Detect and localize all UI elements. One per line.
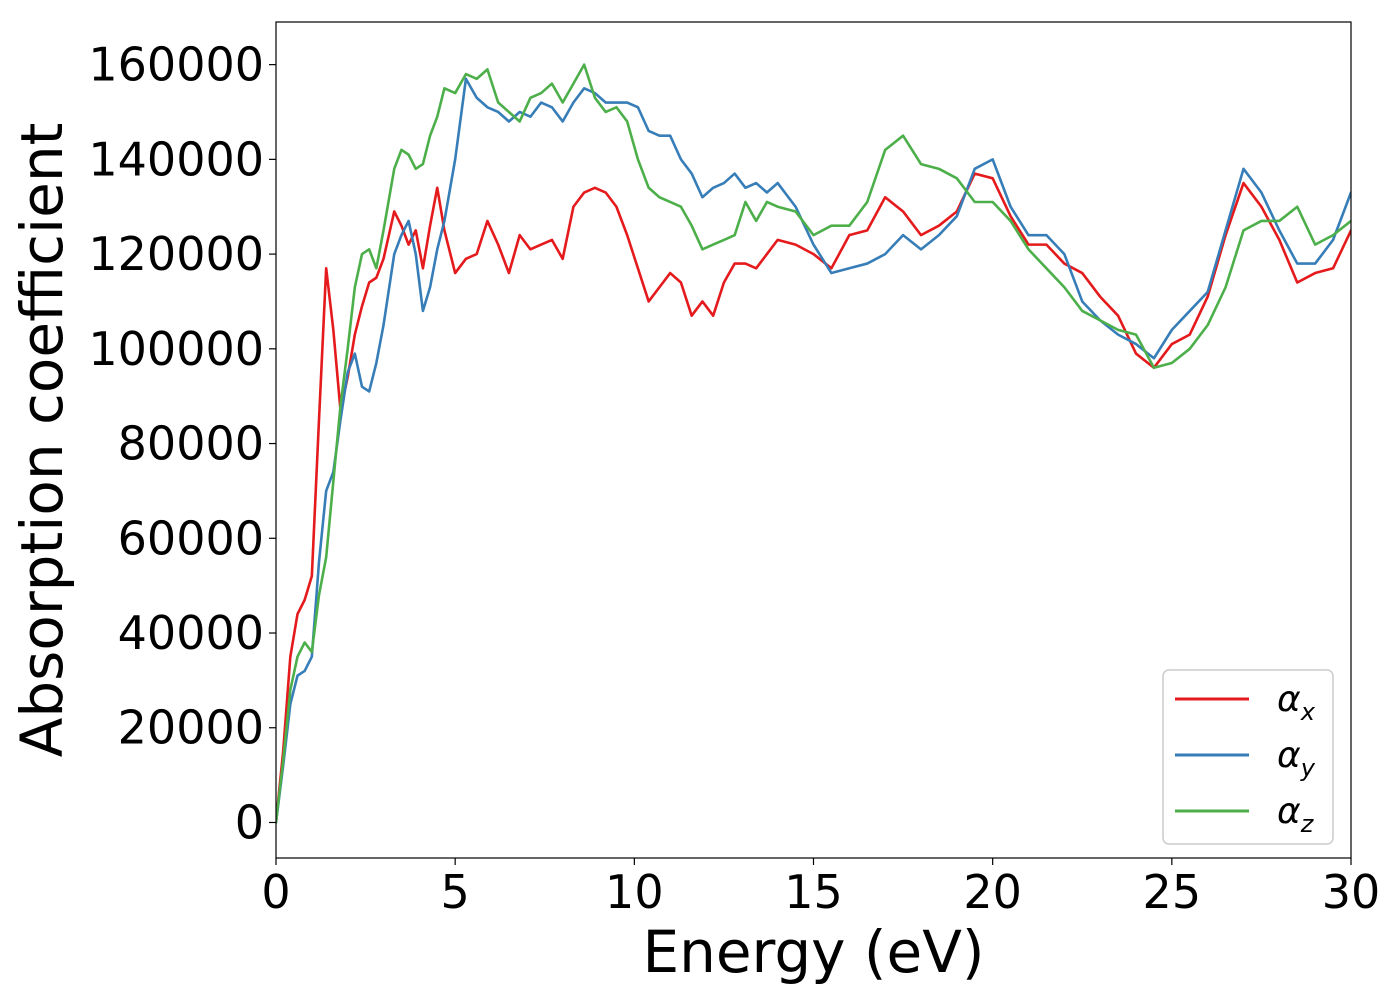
legend-label-z: αz <box>1277 791 1315 838</box>
x-tick-label: 15 <box>784 865 843 919</box>
x-tick-label: 10 <box>605 865 664 919</box>
x-tick-label: 20 <box>963 865 1022 919</box>
x-axis-label: Energy (eV) <box>642 918 984 986</box>
y-axis-label: Absorption coefficient <box>8 123 76 758</box>
legend-label-x: αx <box>1277 679 1316 726</box>
y-tick-label: 40000 <box>118 606 264 660</box>
series-line-y <box>276 77 1351 824</box>
y-tick-label: 140000 <box>88 132 264 186</box>
y-tick-label: 0 <box>235 795 264 849</box>
y-tick-label: 20000 <box>118 701 264 755</box>
y-tick-label: 120000 <box>88 227 264 281</box>
legend-label-y: αy <box>1277 735 1316 782</box>
x-tick-label: 30 <box>1322 865 1381 919</box>
y-tick-label: 100000 <box>88 322 264 376</box>
ticks-layer: 0 5 10 15 20 25 30 0 20000 40000 60000 80000 100000 1… <box>88 38 1380 919</box>
series-line-z <box>276 63 1351 824</box>
y-tick-label: 160000 <box>88 38 264 92</box>
series-line-x <box>276 172 1351 824</box>
y-tick-label: 60000 <box>118 511 264 565</box>
x-tick-label: 5 <box>441 865 470 919</box>
x-tick-label: 25 <box>1143 865 1202 919</box>
series-layer <box>276 63 1351 824</box>
y-tick-label: 80000 <box>118 417 264 471</box>
x-tick-label: 0 <box>261 865 290 919</box>
legend: αx αy αz <box>1162 669 1334 845</box>
legend-box <box>1162 669 1334 845</box>
